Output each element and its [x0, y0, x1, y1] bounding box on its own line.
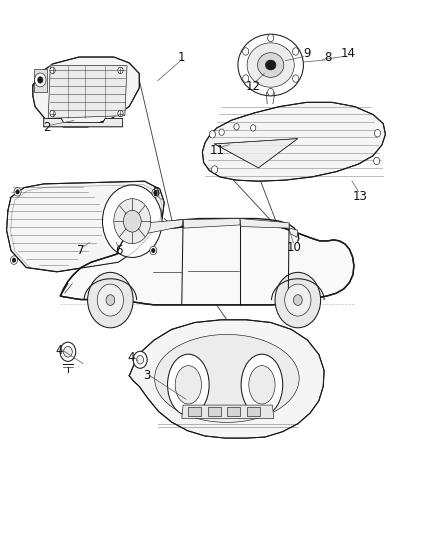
Polygon shape [7, 181, 164, 272]
Polygon shape [289, 228, 298, 237]
Circle shape [219, 129, 224, 135]
Ellipse shape [175, 366, 201, 404]
Polygon shape [129, 320, 324, 438]
Circle shape [268, 88, 274, 96]
Circle shape [152, 248, 155, 253]
Text: 8: 8 [324, 51, 331, 64]
Circle shape [154, 191, 157, 195]
Text: 4: 4 [127, 351, 135, 364]
Ellipse shape [238, 34, 304, 96]
Circle shape [12, 258, 16, 262]
Polygon shape [215, 139, 298, 168]
Circle shape [374, 130, 381, 137]
Ellipse shape [265, 60, 276, 70]
Circle shape [133, 351, 147, 368]
Circle shape [35, 73, 46, 87]
Text: 4: 4 [55, 344, 63, 357]
Ellipse shape [247, 43, 294, 87]
Circle shape [60, 342, 76, 361]
Circle shape [275, 272, 321, 328]
Bar [247, 407, 260, 416]
Circle shape [97, 284, 124, 316]
Circle shape [38, 77, 43, 83]
Circle shape [293, 295, 302, 305]
Bar [188, 407, 201, 416]
Circle shape [64, 346, 72, 357]
Circle shape [16, 190, 19, 194]
Circle shape [293, 75, 299, 82]
Circle shape [14, 188, 21, 196]
Circle shape [268, 34, 274, 42]
Circle shape [50, 67, 55, 74]
Circle shape [285, 284, 311, 316]
Circle shape [137, 356, 144, 364]
Polygon shape [48, 66, 127, 118]
Text: 11: 11 [209, 144, 224, 157]
Polygon shape [240, 219, 289, 228]
Text: 14: 14 [341, 47, 356, 60]
Circle shape [124, 211, 141, 232]
Ellipse shape [249, 366, 275, 404]
Circle shape [114, 199, 151, 244]
Text: 12: 12 [246, 80, 261, 93]
Ellipse shape [258, 53, 284, 77]
Text: 3: 3 [143, 369, 150, 382]
Circle shape [50, 110, 55, 117]
Circle shape [234, 124, 239, 130]
Circle shape [251, 125, 256, 131]
Circle shape [102, 185, 162, 257]
Text: 2: 2 [43, 122, 51, 134]
Polygon shape [183, 219, 240, 228]
Text: 6: 6 [115, 244, 123, 257]
Polygon shape [33, 57, 139, 127]
Text: 9: 9 [303, 47, 311, 60]
Bar [208, 407, 221, 416]
Text: 10: 10 [287, 241, 302, 254]
Text: 1: 1 [178, 51, 186, 64]
Circle shape [11, 256, 18, 264]
Circle shape [118, 110, 123, 117]
Circle shape [106, 295, 115, 305]
Circle shape [88, 272, 133, 328]
Polygon shape [60, 224, 354, 305]
Circle shape [118, 67, 123, 74]
Circle shape [243, 75, 249, 82]
Polygon shape [202, 102, 385, 181]
Text: 13: 13 [353, 190, 367, 203]
Polygon shape [34, 69, 47, 92]
Circle shape [150, 246, 157, 255]
Circle shape [209, 131, 215, 138]
Text: 5: 5 [152, 187, 159, 199]
Ellipse shape [241, 354, 283, 416]
Circle shape [293, 48, 299, 55]
Text: 7: 7 [77, 244, 85, 257]
Ellipse shape [167, 354, 209, 416]
Ellipse shape [155, 335, 299, 422]
Bar [227, 407, 240, 416]
Circle shape [212, 166, 218, 173]
Polygon shape [182, 405, 274, 418]
Circle shape [243, 48, 249, 55]
Circle shape [152, 189, 159, 197]
Polygon shape [136, 220, 183, 236]
Polygon shape [44, 118, 123, 127]
Circle shape [374, 157, 380, 165]
